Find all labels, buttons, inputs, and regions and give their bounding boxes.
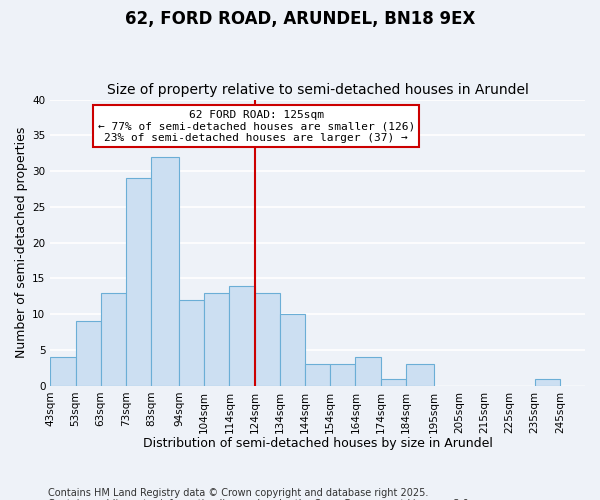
Y-axis label: Number of semi-detached properties: Number of semi-detached properties [15, 127, 28, 358]
Bar [406, 364, 434, 386]
Bar [254, 293, 280, 386]
Title: Size of property relative to semi-detached houses in Arundel: Size of property relative to semi-detach… [107, 83, 529, 97]
Bar [126, 178, 151, 386]
Bar [76, 322, 101, 386]
Text: 62, FORD ROAD, ARUNDEL, BN18 9EX: 62, FORD ROAD, ARUNDEL, BN18 9EX [125, 10, 475, 28]
Bar [229, 286, 254, 386]
Bar [355, 357, 380, 386]
Bar [151, 157, 179, 386]
Bar [101, 293, 126, 386]
X-axis label: Distribution of semi-detached houses by size in Arundel: Distribution of semi-detached houses by … [143, 437, 493, 450]
Bar [280, 314, 305, 386]
Text: Contains HM Land Registry data © Crown copyright and database right 2025.
Contai: Contains HM Land Registry data © Crown c… [48, 488, 472, 500]
Bar [535, 378, 560, 386]
Bar [204, 293, 229, 386]
Bar [380, 378, 406, 386]
Text: 62 FORD ROAD: 125sqm
← 77% of semi-detached houses are smaller (126)
23% of semi: 62 FORD ROAD: 125sqm ← 77% of semi-detac… [98, 110, 415, 143]
Bar [179, 300, 204, 386]
Bar [50, 357, 76, 386]
Bar [305, 364, 330, 386]
Bar [330, 364, 355, 386]
